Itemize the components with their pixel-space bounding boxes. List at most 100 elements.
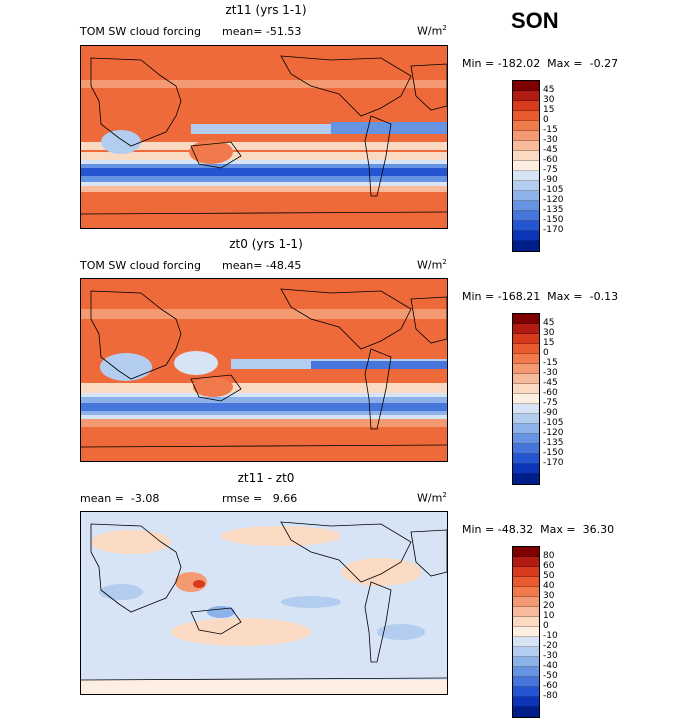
colorbar-swatch [513, 464, 539, 474]
colorbar-swatch [513, 181, 539, 191]
colorbar-label: -45 [543, 378, 558, 388]
panel-2-title: zt0 (yrs 1-1) [229, 237, 303, 251]
colorbar-swatch [513, 677, 539, 687]
colorbar-swatch [513, 404, 539, 414]
colorbar-label: 0 [543, 348, 549, 358]
colorbar-label: -20 [543, 641, 558, 651]
panel-2-field-label: TOM SW cloud forcing [80, 259, 201, 272]
panel-2-colorbar-labels: 45 30 15 0 -15 -30 -45 -60 -75 -90 -105 … [543, 318, 583, 488]
colorbar-swatch [513, 707, 539, 717]
colorbar-label: -120 [543, 195, 564, 205]
colorbar-swatch [513, 111, 539, 121]
colorbar-label: 10 [543, 611, 555, 621]
panel-3-map [80, 511, 448, 695]
colorbar-swatch [513, 364, 539, 374]
panel-3-colorbar [512, 546, 540, 718]
colorbar-swatch [513, 191, 539, 201]
colorbar-swatch [513, 241, 539, 251]
panel-1-field-label: TOM SW cloud forcing [80, 25, 201, 38]
panel-1-title: zt11 (yrs 1-1) [225, 3, 307, 17]
colorbar-swatch [513, 354, 539, 364]
colorbar-swatch [513, 131, 539, 141]
colorbar-label: -10 [543, 631, 558, 641]
colorbar-label: 80 [543, 551, 555, 561]
colorbar-swatch [513, 91, 539, 101]
colorbar-label: -40 [543, 661, 558, 671]
panel-2-units: W/m2 [417, 258, 447, 272]
colorbar-swatch [513, 171, 539, 181]
colorbar-swatch [513, 687, 539, 697]
colorbar-swatch [513, 434, 539, 444]
colorbar-label: 0 [543, 621, 549, 631]
colorbar-label: -105 [543, 185, 564, 195]
colorbar-swatch [513, 324, 539, 334]
colorbar-label: 60 [543, 561, 555, 571]
colorbar-swatch [513, 161, 539, 171]
panel-3-title: zt11 - zt0 [237, 471, 295, 485]
colorbar-label: 30 [543, 95, 555, 105]
colorbar-label: -135 [543, 438, 564, 448]
colorbar-label: -170 [543, 458, 564, 468]
panel-3-rmse: rmse = 9.66 [222, 492, 298, 505]
colorbar-label: 45 [543, 85, 555, 95]
panel-3-units: W/m2 [417, 491, 447, 505]
colorbar-swatch [513, 637, 539, 647]
colorbar-swatch [513, 587, 539, 597]
panel-3-minmax: Min = -48.32 Max = 36.30 [462, 523, 615, 536]
colorbar-swatch [513, 567, 539, 577]
colorbar-label: 45 [543, 318, 555, 328]
colorbar-swatch [513, 344, 539, 354]
colorbar-swatch [513, 557, 539, 567]
colorbar-label: -15 [543, 358, 558, 368]
panel-3-coastlines [81, 521, 447, 681]
panel-2-mean: mean= -48.45 [222, 259, 302, 272]
colorbar-swatch [513, 607, 539, 617]
colorbar-swatch [513, 617, 539, 627]
colorbar-label: -75 [543, 165, 558, 175]
colorbar-swatch [513, 141, 539, 151]
panel-3-colorbar-labels: 80 60 50 40 30 20 10 0 -10 -20 -30 -40 -… [543, 551, 583, 721]
colorbar-swatch [513, 81, 539, 91]
colorbar-swatch [513, 101, 539, 111]
colorbar-label: -135 [543, 205, 564, 215]
colorbar-label: -150 [543, 448, 564, 458]
panel-2-minmax: Min = -168.21 Max = -0.13 [462, 290, 619, 303]
colorbar-label: -45 [543, 145, 558, 155]
panel-1-map [80, 45, 448, 229]
panel-2-coastlines [81, 288, 447, 448]
colorbar-swatch [513, 577, 539, 587]
colorbar-label: -60 [543, 388, 558, 398]
colorbar-label: -60 [543, 681, 558, 691]
colorbar-swatch [513, 151, 539, 161]
panel-1-coastlines [81, 55, 447, 215]
panel-1-units: W/m2 [417, 24, 447, 38]
colorbar-label: -105 [543, 418, 564, 428]
colorbar-label: -170 [543, 225, 564, 235]
colorbar-swatch [513, 597, 539, 607]
colorbar-swatch [513, 121, 539, 131]
panel-1-colorbar [512, 80, 540, 252]
colorbar-label: 15 [543, 105, 555, 115]
colorbar-swatch [513, 547, 539, 557]
colorbar-label: -80 [543, 691, 558, 701]
colorbar-swatch [513, 384, 539, 394]
colorbar-swatch [513, 314, 539, 324]
colorbar-label: 20 [543, 601, 555, 611]
colorbar-swatch [513, 697, 539, 707]
panel-2-map [80, 278, 448, 462]
colorbar-label: -90 [543, 175, 558, 185]
colorbar-label: -120 [543, 428, 564, 438]
colorbar-label: 15 [543, 338, 555, 348]
panel-2-colorbar [512, 313, 540, 485]
season-title: SON [511, 8, 559, 33]
colorbar-label: -60 [543, 155, 558, 165]
colorbar-label: 0 [543, 115, 549, 125]
colorbar-swatch [513, 474, 539, 484]
colorbar-swatch [513, 657, 539, 667]
colorbar-swatch [513, 231, 539, 241]
colorbar-swatch [513, 647, 539, 657]
colorbar-label: -15 [543, 125, 558, 135]
colorbar-label: -30 [543, 651, 558, 661]
colorbar-swatch [513, 424, 539, 434]
colorbar-label: -50 [543, 671, 558, 681]
